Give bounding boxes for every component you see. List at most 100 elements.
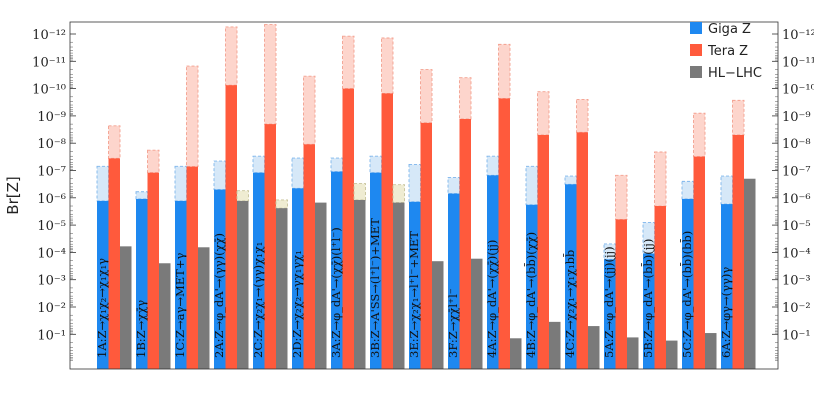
tera-z-extended-bar [108,125,121,159]
category-label: 3B:Z→A'SS→(l⁺l⁻)+MET [368,218,382,358]
y-axis-label: Br[Z] [4,176,22,214]
category-label: 5B:Z→φ_dA'→(bb̄)(jj) [641,239,655,358]
tera-z-extended-bar [420,69,433,124]
tera-z-bar [420,122,432,369]
tera-z-bar [537,134,549,369]
hl-lhc-bar [627,337,639,369]
category-label: 1C:Z→aγ→MET+γ [173,253,187,358]
category-label: 4B:Z→φ_dA'→(bb̄)(χχ̄) [524,232,538,358]
ytick-label-right: 10⁻⁶ [782,192,811,207]
hl-lhc-bar [159,263,171,369]
bar-labels-layer: 1A:Z→χ₁χ₂→χ₁χ₁γ 1B:Z→χχ̄γ 1C:Z→aγ→MET+γ 2A:… [95,218,733,358]
giga-z-bar [448,193,460,369]
giga-z-bar [214,189,226,369]
giga-z-extended-bar [252,155,265,174]
hl-lhc-bar [393,202,405,369]
legend-swatch [690,22,702,34]
tera-z-extended-bar [615,174,628,220]
hl-lhc-bar [666,340,678,369]
ytick-label-left: 10⁻³ [37,274,66,289]
hl-lhc-extended-bar [392,184,405,204]
category-label: 2A:Z→φ_dA'→(γγ)(χχ̄) [212,233,226,358]
giga-z-extended-bar [330,157,343,173]
tera-z-extended-bar [147,149,160,174]
ytick-label-right: 10⁻⁸ [782,137,811,152]
hl-lhc-extended-bar [236,190,249,202]
ytick-label-left: 10⁻⁹ [37,110,66,125]
giga-z-bar [643,253,655,369]
ytick-label-right: 10⁻¹² [782,28,814,43]
hl-lhc-bar [198,247,210,369]
category-label: 5A:Z→φ_dA'→(jj)(jj) [602,246,616,358]
tera-z-bar [693,156,705,369]
giga-z-bar [604,259,616,369]
legend: Giga Z Tera Z HL−LHC [690,22,762,81]
ytick-label-left: 10⁻⁸ [37,137,66,152]
giga-z-bar [409,201,421,369]
ytick-label-left: 10⁻¹⁰ [32,83,66,98]
giga-z-extended-bar [486,155,499,176]
giga-z-extended-bar [525,165,538,206]
giga-z-bar [97,200,109,369]
tera-z-extended-bar [732,99,745,136]
hl-lhc-bar [120,246,132,369]
ytick-label-right: 10⁻¹¹ [782,55,814,70]
category-label: 3F:Z→χχ̄l⁺l⁻ [446,288,460,358]
hl-lhc-bar [432,261,444,369]
giga-z-bar [253,172,265,369]
category-label: 6A:Z→φγ→(γγ)γ [719,267,733,358]
giga-z-bar [370,172,382,369]
hl-lhc-bar [315,202,327,369]
ytick-label-left: 10⁻⁵ [37,219,66,234]
legend-label: Tera Z [707,44,748,59]
category-label: 5C:Z→φ_dA'→(bb̄)(bb̄) [680,231,694,358]
tera-z-bar [303,144,315,369]
hl-lhc-bar [588,326,600,369]
tera-z-bar [459,119,471,369]
hl-lhc-bar [549,321,561,369]
legend-swatch [690,44,702,56]
legend-label: HL−LHC [708,66,762,81]
tera-z-bar [498,98,510,370]
category-label: 3A:Z→φ_dA'→(χχ̄)(l⁺l⁻) [329,227,343,358]
tera-z-bar [615,219,627,369]
giga-z-extended-bar [174,165,187,202]
tera-z-bar [186,166,198,369]
giga-z-bar [682,198,694,369]
giga-z-bar [292,188,304,369]
giga-z-bar [487,175,499,369]
category-label: 4A:Z→φ_dA'→(χχ̄)(jj) [485,240,499,358]
tera-z-extended-bar [459,77,472,120]
legend-swatch [690,66,702,78]
giga-z-extended-bar [291,157,304,189]
category-label: 2C:Z→χ₂χ₁→(γγ)χ₁χ₁ [251,242,265,358]
tera-z-bar [342,88,354,369]
giga-z-extended-bar [681,180,694,200]
tera-z-bar [108,158,120,369]
tera-z-extended-bar [342,35,355,90]
tera-z-extended-bar [654,151,667,207]
giga-z-extended-bar [135,191,148,200]
hl-lhc-bar [237,200,249,369]
ytick-label-left: 10⁻¹¹ [32,55,66,70]
ytick-label-right: 10⁻⁹ [782,110,811,125]
tera-z-bar [264,124,276,369]
tera-z-extended-bar [264,24,277,125]
hl-lhc-bar [510,338,522,369]
tera-z-bar [381,93,393,369]
giga-z-bar [721,204,733,369]
ytick-label-right: 10⁻¹ [782,328,811,343]
tera-z-extended-bar [225,26,238,86]
axes-layer: 10⁻¹² 10⁻¹² 10⁻¹¹ 10⁻¹¹ 10⁻¹⁰ 10⁻¹⁰ 10⁻⁹ 10⁻⁹ 10… [4,21,814,370]
giga-z-bar [526,204,538,369]
tera-z-extended-bar [186,65,199,168]
ytick-label-right: 10⁻⁵ [782,219,811,234]
giga-z-bar [331,171,343,369]
ytick-label-left: 10⁻¹ [37,328,66,343]
hl-lhc-extended-bar [353,183,366,201]
giga-z-extended-bar [408,163,421,203]
tera-z-extended-bar [303,75,316,145]
category-label: 2D:Z→χ₂χ₂→γχ₁γχ₁ [290,250,304,358]
ytick-label-left: 10⁻¹² [32,28,66,43]
